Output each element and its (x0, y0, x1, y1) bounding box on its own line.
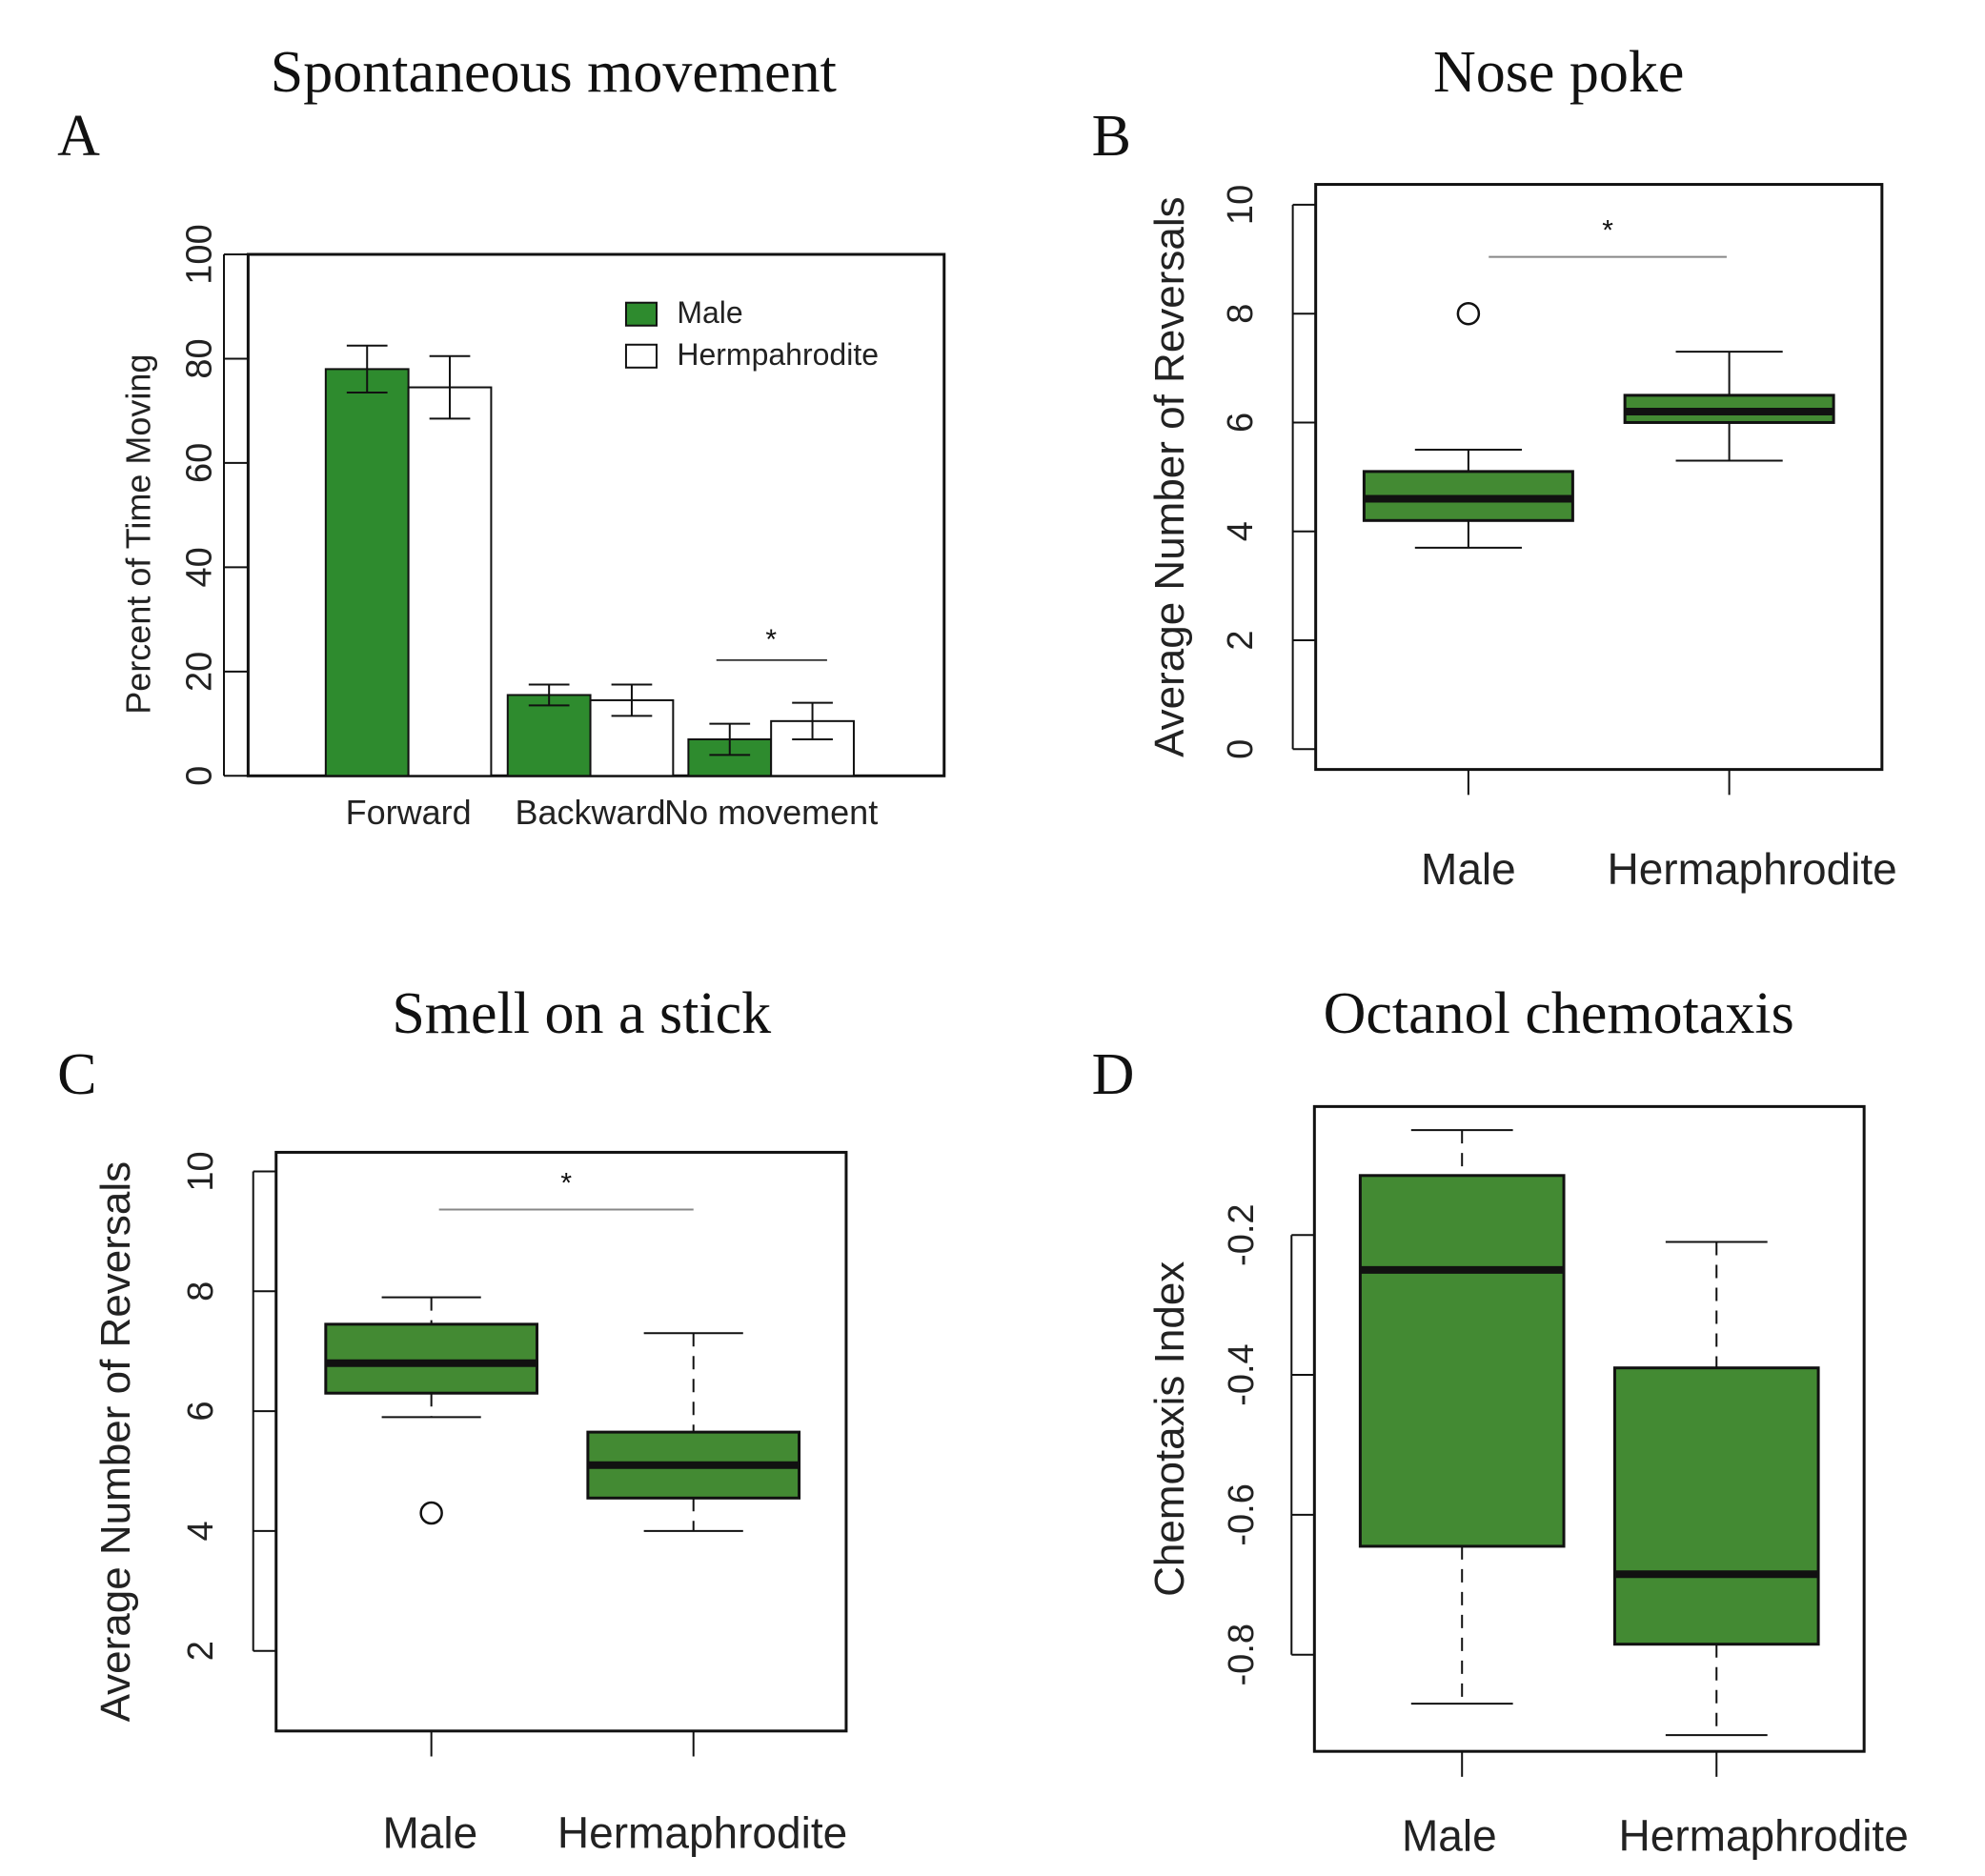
y-tick-label: 2 (181, 1641, 221, 1661)
plot-frame (1312, 1104, 1866, 1753)
y-axis-label: Chemotaxis Index (1146, 1261, 1193, 1597)
chart-title: Octanol chemotaxis (1324, 981, 1794, 1046)
y-tick-label: 10 (1221, 185, 1261, 225)
panel-a: Spontaneous movement A 0 20 40 60 80 100 Percent… (57, 40, 946, 832)
legend-swatch (624, 343, 658, 369)
y-tick-label: -0.6 (1222, 1483, 1262, 1545)
bar (589, 698, 675, 777)
outlier-point (419, 1501, 443, 1525)
plot-frame (274, 1150, 848, 1733)
panel-label: C (57, 1042, 96, 1107)
outlier-point (1456, 301, 1481, 326)
y-tick-label: 100 (180, 224, 220, 284)
significance-star: * (765, 624, 777, 656)
panel-b: Nose poke B 0 2 4 6 8 10 Average Number of Rever… (1092, 40, 1897, 894)
y-tick-label: 4 (1221, 521, 1261, 541)
chart-title: Smell on a stick (392, 981, 771, 1046)
panel-c: Smell on a stick C 2 4 6 8 10 Average Number of… (57, 981, 848, 1858)
x-tick-label: Hermaphrodite (1619, 1810, 1909, 1860)
legend-label: Male (677, 295, 742, 330)
plot-frame (1314, 183, 1884, 772)
y-axis-label: Percent of Time Moving (119, 354, 158, 715)
y-tick-label: 6 (181, 1402, 221, 1422)
y-tick-label: 80 (180, 338, 220, 378)
y-tick-label: 8 (1221, 304, 1261, 324)
panel-d: Octanol chemotaxis D -0.8 -0.6 -0.4 -0.2 Chemo… (1092, 981, 1909, 1860)
bar (324, 368, 410, 777)
legend-swatch (624, 301, 658, 327)
box (324, 1322, 538, 1395)
y-tick-label: 60 (180, 443, 220, 483)
y-tick-label: 10 (181, 1151, 221, 1191)
x-tick-label: Forward (346, 793, 472, 832)
y-tick-label: 0 (180, 766, 220, 786)
bar (506, 694, 592, 777)
significance-star: * (560, 1168, 572, 1200)
y-tick-label: 6 (1221, 413, 1261, 433)
panel-label: A (57, 104, 100, 169)
bar (407, 386, 493, 777)
x-tick-label: No movement (664, 793, 878, 832)
y-tick-label: 2 (1221, 630, 1261, 650)
y-tick-label: 40 (180, 547, 220, 587)
panel-label: B (1092, 104, 1131, 169)
x-tick-label: Male (382, 1808, 477, 1858)
x-tick-label: Male (1421, 844, 1516, 894)
chart-title: Spontaneous movement (271, 40, 837, 105)
y-tick-label: -0.8 (1222, 1624, 1262, 1685)
y-tick-label: 8 (181, 1281, 221, 1301)
legend-label: Hermpahrodite (677, 337, 879, 372)
x-tick-label: Hermaphrodite (1608, 844, 1897, 894)
y-axis-label: Average Number of Reversals (92, 1161, 139, 1723)
chart-title: Nose poke (1433, 40, 1684, 105)
y-axis-label: Average Number of Reversals (1146, 196, 1193, 757)
y-tick-label: 20 (180, 652, 220, 692)
y-tick-label: -0.4 (1222, 1343, 1262, 1405)
y-tick-label: 0 (1221, 739, 1261, 759)
box (1358, 1174, 1566, 1548)
x-tick-label: Male (1402, 1810, 1497, 1860)
significance-star: * (1602, 215, 1613, 247)
x-tick-label: Backward (516, 793, 666, 832)
panel-label: D (1092, 1042, 1135, 1107)
box (1612, 1366, 1820, 1646)
x-tick-label: Hermaphrodite (557, 1808, 847, 1858)
bar (687, 737, 773, 777)
y-tick-label: -0.2 (1222, 1203, 1262, 1265)
y-tick-label: 4 (181, 1521, 221, 1541)
